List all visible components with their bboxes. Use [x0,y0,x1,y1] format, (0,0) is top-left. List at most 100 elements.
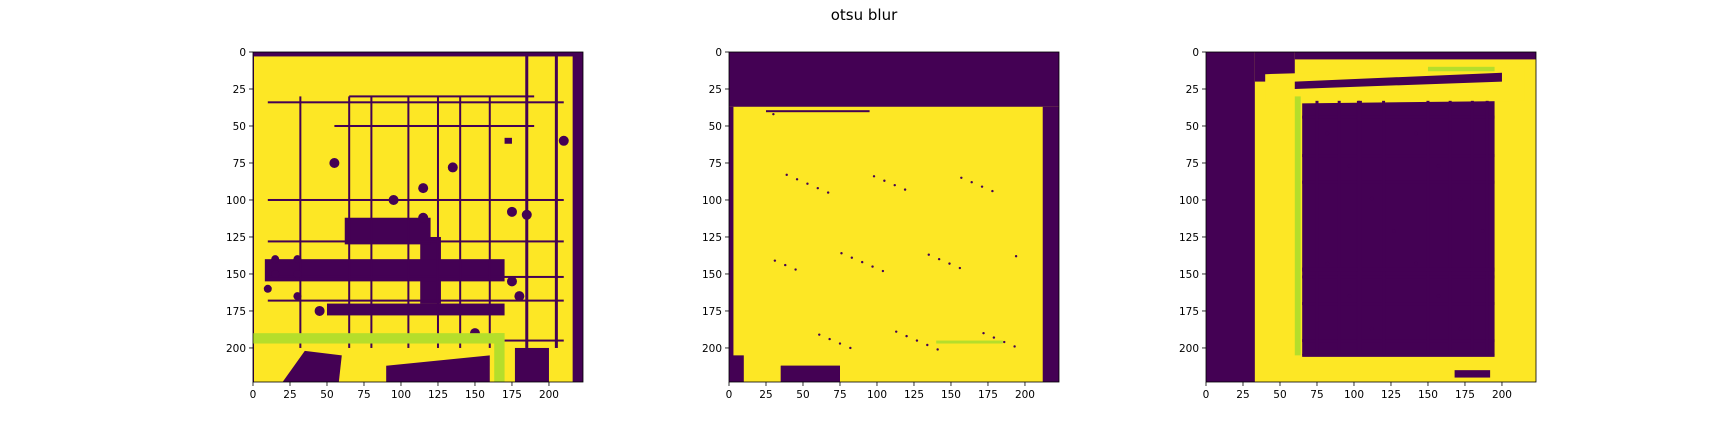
grid-line-mark [1337,100,1341,356]
green-region [494,333,505,382]
purple-region [344,217,431,245]
grid-line-mark [554,52,558,348]
y-tick-label: 175 [1179,306,1199,318]
x-tick-label: 100 [1344,389,1364,401]
y-tick-label: 100 [1179,195,1199,207]
y-tick-label: 75 [233,158,246,170]
grid-line-mark [1448,100,1452,356]
grid-line-mark [1302,115,1495,119]
x-tick-label: 50 [1273,389,1286,401]
image-panel-2: 0 25 50 75 100 125 150 175 200 0 25 50 75 100 125 150 17… [702,47,1060,401]
blob-mark [1369,326,1374,331]
image-panel-1: 0 25 50 75 100 125 150 175 200 0 25 50 75 100 125 150 17… [226,47,584,401]
blob-mark [558,135,569,146]
blob-mark [970,181,973,184]
x-tick-label: 200 [1015,389,1035,401]
grid-line-mark [299,96,302,348]
blob-mark [893,183,896,187]
green-region [936,340,1003,344]
blob-mark [1369,196,1374,201]
blob-mark [905,334,908,338]
green-region [253,333,505,344]
grid-line-mark [765,110,870,113]
y-tick-label: 75 [1186,158,1199,170]
blob-mark [293,292,302,301]
green-region [1427,66,1495,72]
blob-mark [1414,261,1418,266]
blob-mark [872,175,876,178]
blob-mark [991,189,994,193]
blob-mark [293,255,302,264]
blob-mark [806,182,809,185]
blob-mark [958,266,962,270]
blob-mark [1392,229,1396,233]
y-tick-label: 150 [702,269,722,281]
purple-region [1294,52,1536,60]
blob-mark [785,173,788,177]
blob-mark [271,255,280,264]
x-tick-label: 50 [320,389,333,401]
y-tick-label: 150 [1179,269,1199,281]
blob-mark [816,186,819,190]
blob-mark [1325,261,1330,266]
grid-line-mark [1426,100,1430,356]
grid-line-mark [349,95,535,98]
grid-line-mark [267,101,564,104]
image-background [729,52,1059,382]
blob-mark [772,112,775,116]
blob-mark [1480,229,1485,233]
x-tick-label: 25 [283,389,296,401]
grid-line-mark [488,96,491,348]
grid-line-mark [1302,353,1495,357]
blob-mark [794,268,797,271]
y-tick-label: 75 [709,158,722,170]
y-tick-label: 150 [226,269,246,281]
grid-line-mark [525,52,529,348]
x-tick-label: 25 [1236,389,1249,401]
blob-mark [784,263,787,267]
grid-line-mark [334,124,535,127]
y-tick-label: 200 [226,343,246,355]
blob-mark [948,262,951,265]
grid-line-mark [267,240,564,243]
blob-mark [1325,131,1330,136]
blob-mark [895,330,898,333]
grid-line-mark [1302,154,1495,158]
blob-mark [506,276,517,287]
y-tick-label: 25 [709,84,722,96]
blob-mark [883,179,886,182]
blob-mark [1414,131,1418,136]
blob-mark [1436,294,1441,298]
blob-mark [1458,326,1463,331]
blob-mark [982,331,985,335]
x-tick-label: 175 [1455,389,1475,401]
green-region [1294,96,1301,356]
grid-line-mark [1302,267,1495,272]
purple-region [326,303,505,316]
axes-frame [252,51,584,383]
x-tick-label: 100 [867,389,887,401]
purple-region [572,52,583,382]
purple-region [729,52,1059,107]
x-tick-label: 100 [391,389,411,401]
blob-mark [780,365,840,382]
grid-line-mark [1302,275,1495,279]
x-tick-label: 150 [941,389,961,401]
y-tick-label: 125 [226,232,246,244]
x-tick-label: 50 [796,389,809,401]
blob-mark [871,265,874,268]
grid-line-mark [348,96,351,348]
blob-mark [447,162,458,173]
x-tick-label: 150 [465,389,485,401]
blob-mark [329,157,340,168]
y-tick-label: 175 [226,306,246,318]
x-tick-label: 0 [1203,389,1210,401]
y-tick-label: 50 [1186,121,1199,133]
blob-mark [1458,196,1463,201]
blob-mark [840,252,843,255]
y-tick-label: 25 [1186,84,1199,96]
blob-mark [1003,340,1006,344]
y-tick-label: 175 [702,306,722,318]
grid-line-mark [370,96,373,348]
blob-mark [850,256,854,259]
